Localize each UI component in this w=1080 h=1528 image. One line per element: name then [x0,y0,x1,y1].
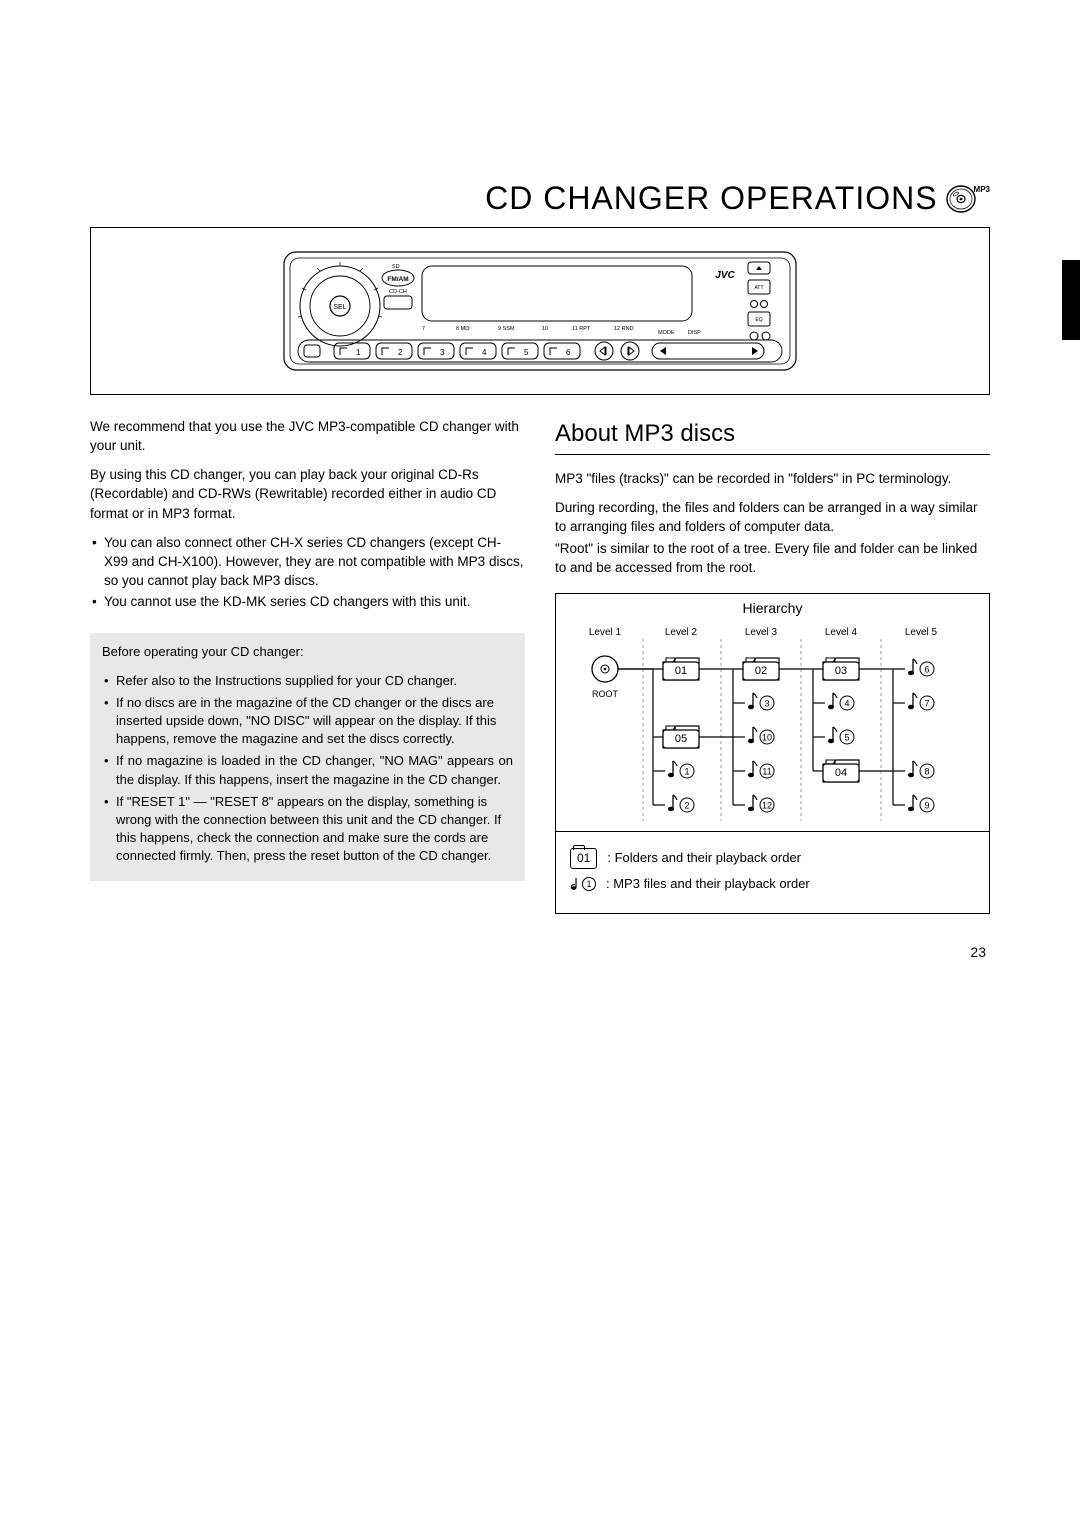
legend-file-icon: 1 [570,876,596,892]
bullet-item: You cannot use the KD-MK series CD chang… [90,592,525,611]
svg-text:10: 10 [542,326,548,332]
box-intro: Before operating your CD changer: [102,643,513,661]
svg-text:12: 12 [761,800,771,810]
hierarchy-box: Hierarchy Level 1Level 2Level 3Level 4Le… [555,593,990,914]
svg-text:4: 4 [482,348,487,357]
mp3-para2: During recording, the files and folders … [555,498,990,536]
svg-text:04: 04 [834,767,846,779]
legend-folder-text: : Folders and their playback order [607,849,801,867]
svg-text:SD: SD [392,264,400,270]
box-bullet: Refer also to the Instructions supplied … [102,672,513,690]
svg-text:Level 4: Level 4 [824,627,857,638]
preset-buttons: 1 2 3 4 5 6 [334,343,580,359]
bullet-item: You can also connect other CH-X series C… [90,533,525,590]
device-illustration-box: SEL FM/AM CD-CH SD JVC ATT [90,227,990,395]
sel-label: SEL [333,304,346,311]
left-column: We recommend that you use the JVC MP3-co… [90,417,525,914]
svg-text:10: 10 [761,732,771,742]
disc-icon [946,184,976,214]
svg-text:1: 1 [684,766,689,776]
svg-text:Level 2: Level 2 [664,627,697,638]
box-bullet: If no discs are in the magazine of the C… [102,694,513,749]
svg-text:2: 2 [684,800,689,810]
legend-folder-icon: 01 [570,848,597,869]
svg-text:MODE: MODE [658,330,675,336]
svg-text:8: 8 [924,766,929,776]
svg-text:5: 5 [524,348,529,357]
right-column: About MP3 discs MP3 "files (tracks)" can… [555,417,990,914]
svg-text:03: 03 [834,665,846,677]
svg-text:11: 11 [762,766,771,776]
svg-text:Level 1: Level 1 [588,627,621,638]
edge-tab [1062,260,1080,340]
svg-text:9 SSM: 9 SSM [498,326,515,332]
svg-text:12 RND: 12 RND [614,326,634,332]
hierarchy-title: Hierarchy [556,594,989,619]
svg-text:05: 05 [674,733,686,745]
about-mp3-heading: About MP3 discs [555,417,990,455]
svg-text:4: 4 [844,698,849,708]
mp3-para1: MP3 "files (tracks)" can be recorded in … [555,469,990,488]
legend-file-text: : MP3 files and their playback order [606,875,810,893]
svg-text:7: 7 [924,698,929,708]
page-title: CD CHANGER OPERATIONS [485,180,937,217]
svg-text:DISP: DISP [688,330,701,336]
brand-label: JVC [715,270,735,281]
compat-bullets: You can also connect other CH-X series C… [90,533,525,612]
note-box: Before operating your CD changer: Refer … [90,633,525,881]
svg-text:3: 3 [440,348,445,357]
hierarchy-legend: 01 : Folders and their playback order 1 … [556,831,989,913]
svg-text:ROOT: ROOT [592,689,619,699]
svg-text:3: 3 [764,698,769,708]
svg-text:6: 6 [566,348,571,357]
svg-text:11 RPT: 11 RPT [572,326,591,332]
title-row: CD CHANGER OPERATIONS MP3 [90,180,990,217]
svg-text:7: 7 [422,326,425,332]
car-stereo-illustration: SEL FM/AM CD-CH SD JVC ATT [280,246,800,376]
svg-text:2: 2 [398,348,403,357]
intro-text: We recommend that you use the JVC MP3-co… [90,417,525,455]
svg-text:ATT: ATT [754,285,763,291]
box-bullet: If no magazine is loaded in the CD chang… [102,752,513,788]
svg-text:FM/AM: FM/AM [387,276,408,283]
svg-text:02: 02 [754,665,766,677]
svg-text:EQ: EQ [755,317,762,323]
svg-text:5: 5 [844,732,849,742]
mp3-para3: "Root" is similar to the root of a tree.… [555,539,990,577]
svg-text:Level 5: Level 5 [904,627,937,638]
mp3-badge: MP3 [974,185,990,194]
para2-text: By using this CD changer, you can play b… [90,465,525,522]
svg-text:1: 1 [356,348,361,357]
svg-text:CD-CH: CD-CH [389,289,407,295]
page-number: 23 [90,944,990,960]
box-bullet: If "RESET 1" — "RESET 8" appears on the … [102,793,513,866]
svg-text:Level 3: Level 3 [744,627,777,638]
hierarchy-diagram: Level 1 Level 2 Level 3 Level 4 Level 5 ROOT 0… [563,621,983,831]
svg-text:9: 9 [924,800,929,810]
svg-text:6: 6 [924,664,929,674]
svg-text:01: 01 [674,665,686,677]
svg-text:8 MO: 8 MO [456,326,470,332]
